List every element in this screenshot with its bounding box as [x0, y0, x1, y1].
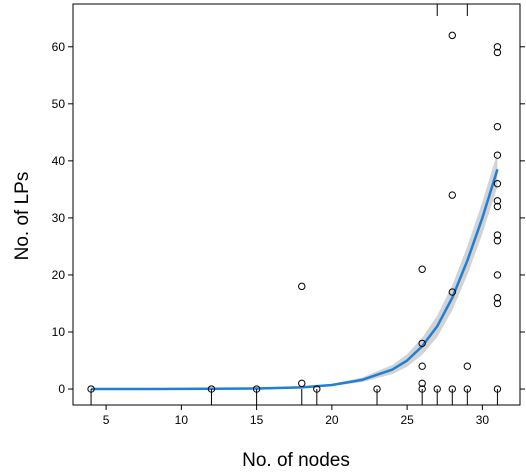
data-point	[373, 385, 381, 393]
data-point	[418, 385, 426, 393]
data-point	[493, 237, 502, 245]
data-point	[493, 294, 502, 302]
data-point	[418, 265, 426, 273]
x-tick-label: 15	[250, 413, 264, 427]
data-point	[493, 385, 502, 393]
data-point	[418, 339, 426, 348]
data-point	[207, 385, 216, 393]
data-point	[433, 385, 441, 393]
data-point	[87, 385, 95, 393]
data-point	[493, 271, 502, 279]
data-point	[252, 385, 261, 393]
y-tick-label: 60	[52, 40, 66, 54]
data-point	[298, 379, 306, 388]
y-tick-label: 20	[52, 268, 66, 282]
data-point	[463, 385, 472, 393]
data-point	[493, 122, 502, 131]
data-point	[448, 191, 456, 199]
y-tick-label: 50	[52, 97, 66, 111]
data-point	[493, 231, 502, 239]
data-point	[298, 282, 306, 291]
confidence-band-layer	[91, 152, 498, 390]
x-tick-label: 5	[103, 413, 110, 427]
confidence-band	[91, 152, 498, 390]
plot-frame	[72, 3, 521, 406]
y-tick-label: 0	[58, 382, 65, 396]
y-tick-label: 10	[52, 325, 66, 339]
data-points-layer	[87, 31, 502, 393]
data-point	[448, 288, 456, 296]
data-point	[493, 202, 502, 211]
fit-curve-layer	[91, 169, 499, 391]
data-point	[418, 362, 426, 370]
data-point	[493, 43, 502, 51]
x-tick-label: 20	[325, 413, 339, 427]
x-tick-label: 25	[400, 413, 414, 427]
data-point	[493, 48, 502, 57]
data-point	[313, 385, 321, 393]
data-point	[493, 179, 502, 188]
data-point	[448, 385, 456, 393]
fit-curve	[91, 169, 499, 391]
rug-layer	[90, 4, 498, 405]
x-tick-label: 30	[476, 413, 490, 427]
y-tick-label: 40	[52, 154, 66, 168]
data-point	[493, 299, 502, 308]
axes-layer: 5 10 15 20 25 30 0 10 20 30 40 50 60	[52, 3, 525, 427]
data-point	[493, 197, 502, 205]
y-axis-title: No. of LPs	[12, 172, 33, 261]
x-axis-title: No. of nodes	[242, 450, 350, 471]
y-tick-label: 30	[52, 211, 66, 225]
data-point	[493, 151, 502, 159]
x-tick-label: 10	[175, 413, 189, 427]
data-point	[418, 379, 426, 388]
data-point	[448, 31, 456, 40]
data-point	[463, 362, 472, 370]
